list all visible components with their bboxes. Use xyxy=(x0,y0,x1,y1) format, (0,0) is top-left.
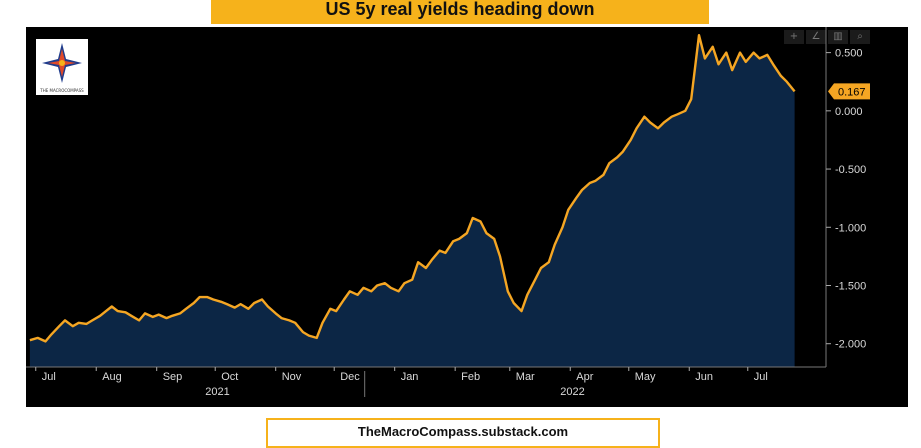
last-value-label: 0.167 xyxy=(838,86,866,98)
y-tick-label: 0.500 xyxy=(835,48,863,60)
source-footer: TheMacroCompass.substack.com xyxy=(266,418,660,448)
chart-toolbar: + ∠ ▥ ⌕ xyxy=(784,30,870,44)
x-month-label: May xyxy=(635,371,656,383)
x-month-label: Feb xyxy=(461,371,480,383)
x-year-label: 2021 xyxy=(205,386,229,398)
x-month-label: Sep xyxy=(163,371,183,383)
x-month-label: Jul xyxy=(42,371,56,383)
chart-panel: THE MACROCOMPASS + ∠ ▥ ⌕ 0.500 0.000 -0.50… xyxy=(26,27,908,407)
x-month-label: Mar xyxy=(516,371,535,383)
yield-area-fill xyxy=(29,35,795,367)
logo-caption: THE MACROCOMPASS xyxy=(40,88,84,93)
chart-title-banner: US 5y real yields heading down xyxy=(211,0,709,24)
x-month-label: Nov xyxy=(282,371,302,383)
crosshair-icon[interactable]: + xyxy=(784,30,804,44)
yield-chart: 0.500 0.000 -0.500 -1.000 -1.500 -2.000 0.167 J… xyxy=(26,27,870,398)
x-month-label: Apr xyxy=(576,371,593,383)
draw-icon[interactable]: ∠ xyxy=(806,30,826,44)
x-year-label: 2022 xyxy=(560,386,584,398)
y-tick-label: 0.000 xyxy=(835,106,863,118)
chart-type-icon[interactable]: ▥ xyxy=(828,30,848,44)
compass-logo-icon xyxy=(42,43,82,83)
y-tick-label: -1.000 xyxy=(835,222,866,234)
x-month-label: Oct xyxy=(221,371,238,383)
macro-compass-logo: THE MACROCOMPASS xyxy=(36,39,88,95)
y-tick-label: -1.500 xyxy=(835,280,866,292)
x-month-label: Dec xyxy=(340,371,360,383)
y-tick-label: -0.500 xyxy=(835,164,866,176)
x-month-label: Aug xyxy=(102,371,122,383)
x-month-label: Jul xyxy=(754,371,768,383)
last-value-tag xyxy=(828,83,870,100)
zoom-icon[interactable]: ⌕ xyxy=(850,30,870,44)
yield-line xyxy=(29,34,796,343)
x-month-label: Jan xyxy=(401,371,419,383)
y-tick-label: -2.000 xyxy=(835,339,866,351)
x-month-label: Jun xyxy=(695,371,713,383)
chart-title: US 5y real yields heading down xyxy=(325,0,595,19)
